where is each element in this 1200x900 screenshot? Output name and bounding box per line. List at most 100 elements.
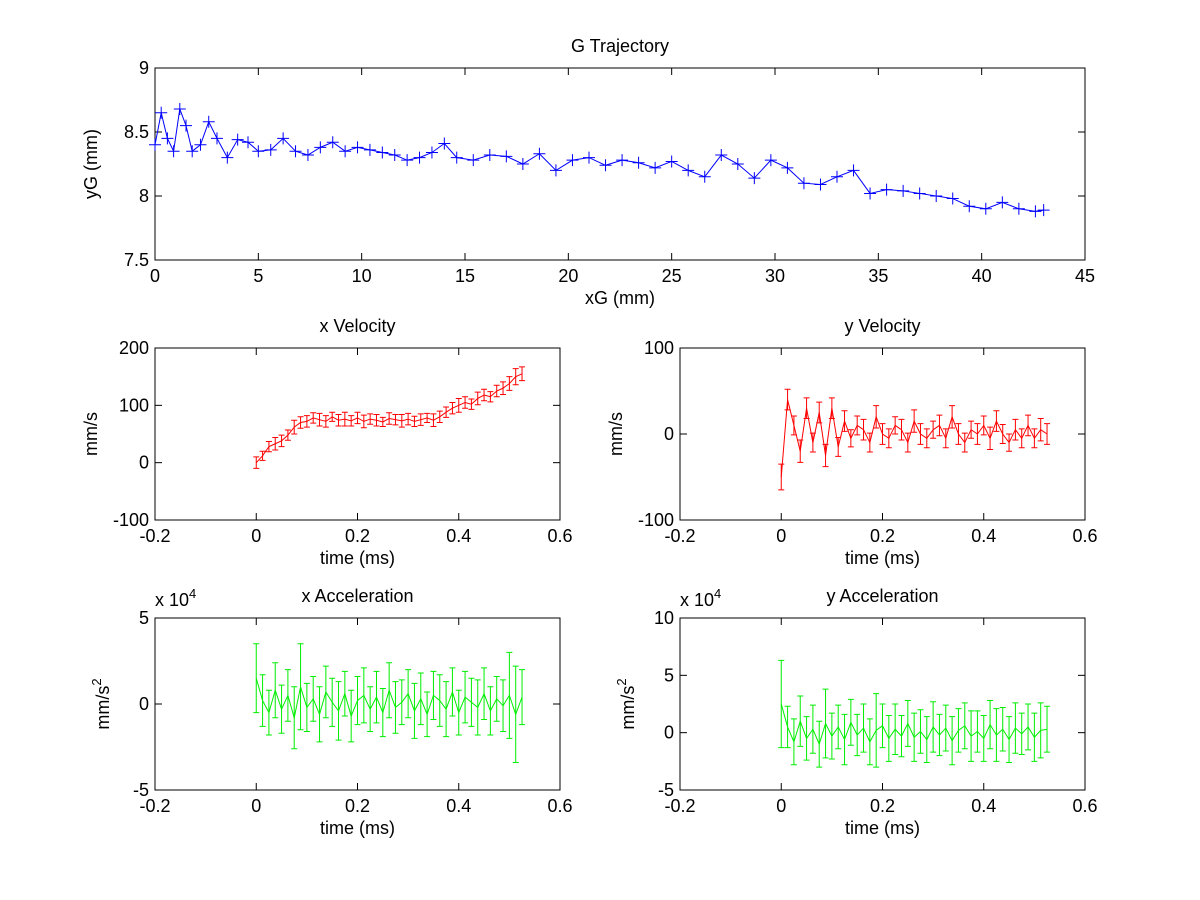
error-bar bbox=[259, 450, 266, 461]
x-axis-label: time (ms) bbox=[845, 548, 920, 568]
marker bbox=[649, 161, 662, 174]
error-bar bbox=[405, 412, 412, 426]
error-bar bbox=[341, 670, 348, 717]
error-bar bbox=[860, 418, 867, 441]
error-bar bbox=[879, 703, 886, 749]
error-bar bbox=[310, 675, 317, 722]
error-bar bbox=[259, 674, 266, 727]
y-tick-label: 0 bbox=[664, 723, 674, 743]
error-bar bbox=[284, 429, 291, 441]
marker bbox=[500, 150, 513, 163]
error-bar bbox=[291, 419, 298, 435]
x-tick-label: -0.2 bbox=[664, 526, 695, 546]
error-bar bbox=[822, 443, 829, 468]
marker bbox=[847, 164, 860, 177]
error-bar bbox=[917, 709, 924, 754]
error-bar bbox=[316, 686, 323, 743]
y-tick-label: 9 bbox=[139, 58, 149, 78]
y-tick-label: 100 bbox=[644, 338, 674, 358]
marker bbox=[764, 154, 777, 167]
marker bbox=[194, 138, 207, 151]
x-tick-label: 0.4 bbox=[446, 796, 471, 816]
error-bar bbox=[430, 413, 437, 428]
y-tick-label: 8 bbox=[139, 186, 149, 206]
error-bar bbox=[1018, 712, 1025, 755]
error-bar bbox=[367, 686, 374, 733]
error-bar bbox=[341, 411, 348, 427]
error-bar bbox=[436, 674, 443, 727]
error-bar bbox=[354, 411, 361, 425]
error-bar bbox=[993, 708, 1000, 762]
y-axis-label-text: mm/s bbox=[81, 412, 101, 456]
error-bar bbox=[506, 651, 513, 739]
marker bbox=[363, 143, 376, 156]
marker bbox=[831, 170, 843, 183]
error-bar bbox=[835, 436, 842, 457]
chart-title: x Acceleration bbox=[301, 586, 413, 606]
marker bbox=[963, 200, 976, 213]
x-axis-label: xG (mm) bbox=[585, 288, 655, 308]
error-bar bbox=[417, 413, 424, 426]
marker bbox=[979, 202, 992, 215]
axis-scale-text: x 10 bbox=[155, 590, 189, 610]
error-bar bbox=[360, 414, 367, 429]
error-bar bbox=[519, 669, 526, 726]
marker bbox=[264, 143, 277, 156]
x-tick-label: 40 bbox=[972, 266, 992, 286]
error-bar bbox=[411, 682, 418, 739]
error-bar bbox=[303, 682, 310, 733]
error-bar bbox=[329, 677, 336, 727]
marker bbox=[516, 158, 529, 170]
y-axis-label-text: mm/s bbox=[93, 686, 113, 730]
marker bbox=[202, 115, 215, 128]
error-bar bbox=[797, 695, 804, 747]
error-bar bbox=[923, 428, 930, 449]
error-bar bbox=[291, 686, 298, 750]
y-axis-label-sup: 2 bbox=[614, 678, 629, 685]
error-bar bbox=[373, 670, 380, 724]
error-bar bbox=[386, 412, 393, 425]
data-line bbox=[154, 108, 1044, 212]
error-bar bbox=[873, 693, 880, 768]
y-axis-label-sup: 2 bbox=[89, 678, 104, 685]
y-axis-label: mm/s bbox=[606, 412, 626, 456]
error-bar bbox=[803, 397, 810, 420]
chart-title: y Velocity bbox=[844, 316, 920, 336]
axis-scale-label: x 104 bbox=[155, 586, 196, 610]
error-bar bbox=[961, 702, 968, 750]
error-bar bbox=[519, 366, 526, 382]
error-bar bbox=[348, 689, 355, 743]
error-bar bbox=[847, 429, 854, 448]
error-bar bbox=[904, 700, 911, 747]
x-tick-label: 0.6 bbox=[1072, 796, 1097, 816]
error-bar bbox=[462, 396, 469, 409]
error-bar bbox=[930, 701, 937, 753]
marker bbox=[698, 170, 711, 183]
error-bar bbox=[1044, 705, 1051, 753]
marker bbox=[996, 196, 1009, 209]
x-tick-label: 0.2 bbox=[345, 796, 370, 816]
x-tick-label: 0.2 bbox=[870, 796, 895, 816]
error-bar bbox=[474, 679, 481, 736]
error-bar bbox=[417, 672, 424, 726]
error-bar bbox=[398, 679, 405, 726]
error-bar bbox=[1025, 414, 1032, 437]
marker bbox=[180, 119, 192, 132]
error-bar bbox=[443, 681, 450, 738]
y-tick-label: 10 bbox=[654, 608, 674, 628]
error-bar bbox=[955, 423, 962, 445]
error-bar bbox=[911, 712, 918, 762]
error-bar bbox=[809, 432, 816, 453]
marker bbox=[438, 137, 451, 150]
marker bbox=[401, 154, 414, 167]
error-bar bbox=[265, 689, 272, 736]
marker bbox=[814, 178, 827, 191]
error-bar bbox=[987, 700, 994, 750]
x-tick-label: 0 bbox=[776, 796, 786, 816]
error-bar bbox=[885, 428, 892, 449]
marker bbox=[864, 187, 877, 200]
chart-title: y Acceleration bbox=[826, 586, 938, 606]
error-bar bbox=[835, 704, 842, 750]
error-bar bbox=[904, 432, 911, 453]
error-bar bbox=[493, 384, 500, 398]
